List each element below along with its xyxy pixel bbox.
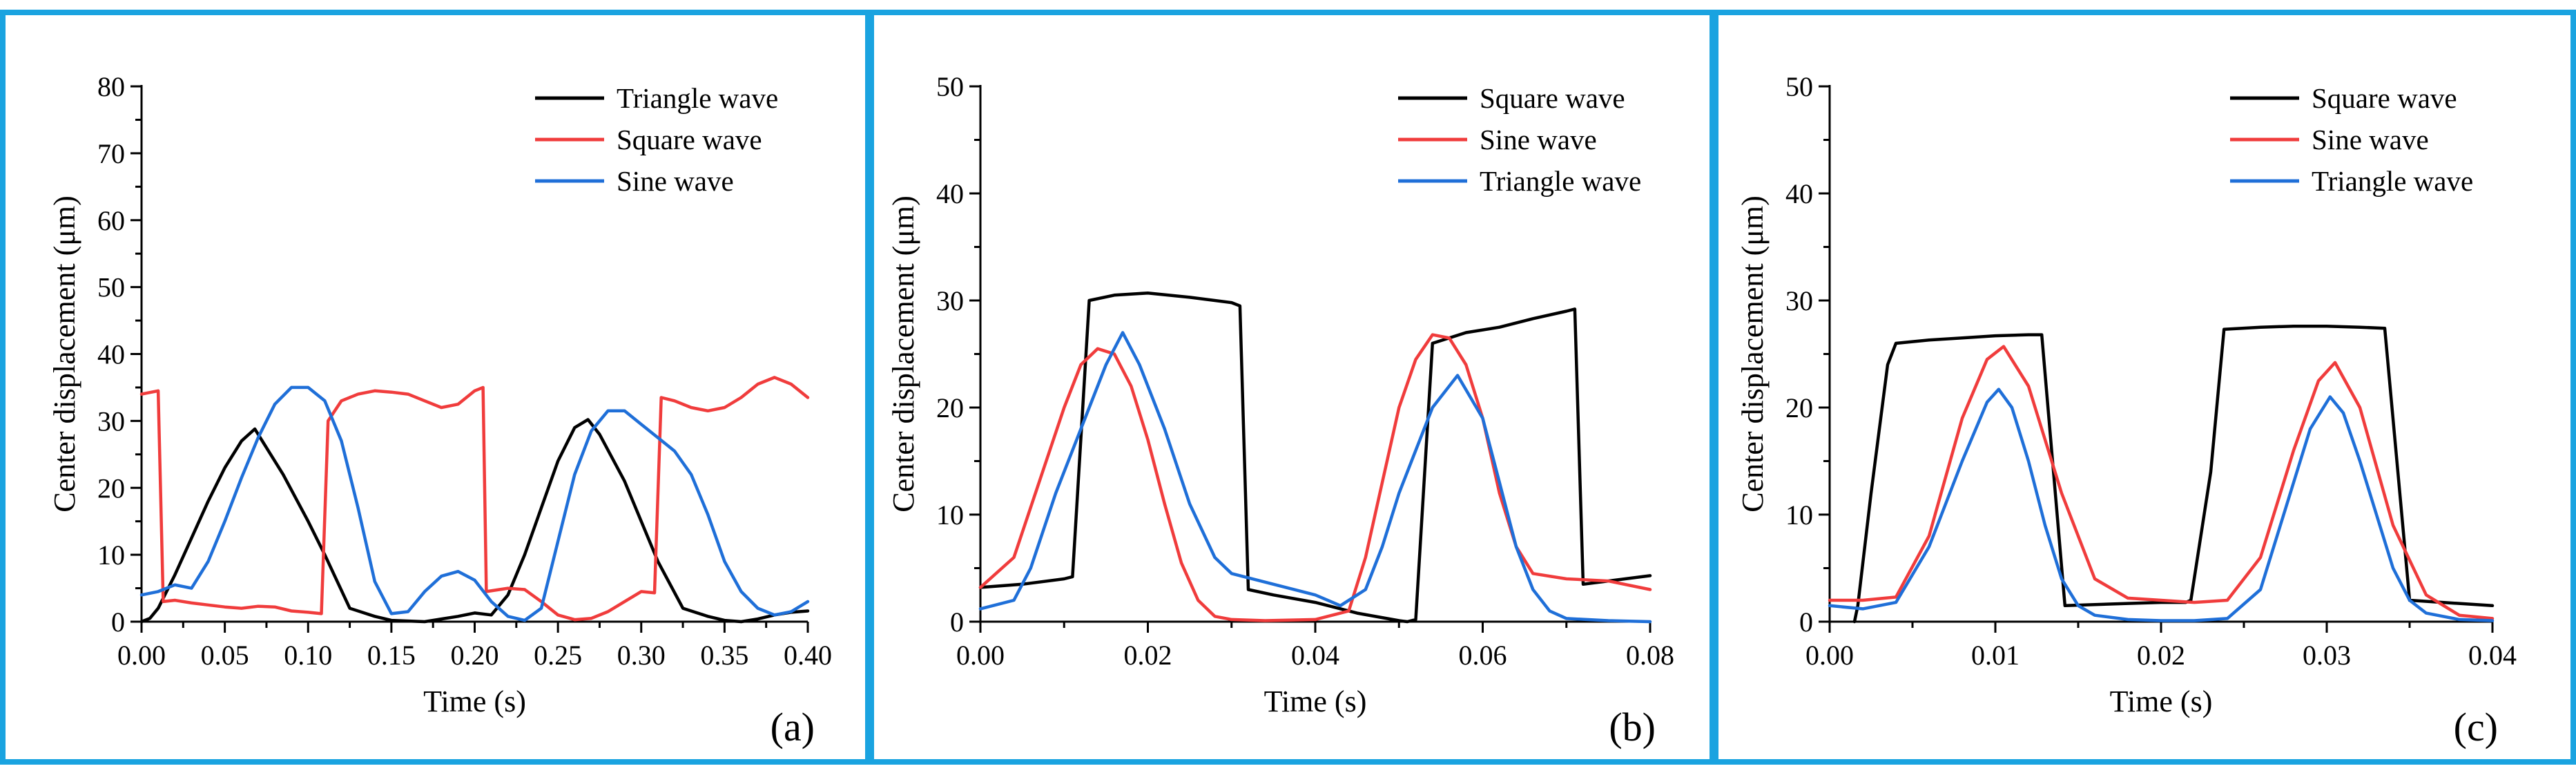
panel-label: (a) bbox=[771, 705, 815, 749]
y-axis-title: Center displacement (μm) bbox=[1736, 195, 1770, 513]
panel-label: (c) bbox=[2454, 705, 2498, 749]
series-line-triangle-wave bbox=[139, 418, 810, 624]
chart-panel-b: 0.00 0.02 0.04 0.06 0.08 0 10 20 30 40 50 Time (s) C… bbox=[869, 10, 1715, 765]
x-axis-title: Time (s) bbox=[1264, 685, 1367, 718]
legend-label: Square wave bbox=[617, 124, 762, 155]
y-tick-label: 20 bbox=[97, 472, 125, 504]
series-line-triangle-wave bbox=[978, 331, 1652, 624]
y-tick-label: 80 bbox=[97, 71, 125, 102]
legend-label: Triangle wave bbox=[617, 82, 778, 114]
series-line-sine-wave bbox=[1828, 345, 2495, 620]
series-line-square-wave bbox=[978, 291, 1652, 624]
series-line-square-wave bbox=[1852, 324, 2495, 624]
x-tick-label: 0.00 bbox=[1805, 640, 1854, 671]
y-tick-label: 50 bbox=[936, 71, 964, 102]
x-tick-label: 0.04 bbox=[1291, 640, 1339, 671]
y-tick-label: 30 bbox=[1785, 285, 1813, 316]
x-tick-label: 0.25 bbox=[534, 640, 582, 671]
y-tick-label: 20 bbox=[936, 392, 964, 423]
x-tick-label: 0.02 bbox=[1124, 640, 1172, 671]
y-tick-label: 0 bbox=[111, 606, 125, 638]
panel-border bbox=[0, 10, 871, 765]
x-tick-label: 0.05 bbox=[201, 640, 249, 671]
y-tick-label: 0 bbox=[1799, 606, 1813, 638]
y-axis-title: Center displacement (μm) bbox=[887, 195, 920, 513]
x-tick-label: 0.01 bbox=[1971, 640, 2020, 671]
y-axis-title: Center displacement (μm) bbox=[48, 195, 81, 513]
legend-label: Sine wave bbox=[617, 165, 734, 197]
y-tick-label: 10 bbox=[97, 539, 125, 571]
x-tick-label: 0.15 bbox=[367, 640, 416, 671]
chart-panels: 0.00 0.05 0.10 0.15 0.20 0.25 0.30 0.35 0.40 0 10 2… bbox=[0, 10, 2576, 765]
x-tick-label: 0.03 bbox=[2303, 640, 2351, 671]
legend-label: Square wave bbox=[2312, 82, 2457, 114]
panel-label: (b) bbox=[1609, 705, 1656, 749]
x-tick-label: 0.40 bbox=[784, 640, 832, 671]
y-tick-label: 40 bbox=[936, 178, 964, 209]
series-line-sine-wave bbox=[978, 333, 1652, 622]
x-tick-label: 0.00 bbox=[117, 640, 166, 671]
legend-label: Square wave bbox=[1480, 82, 1625, 114]
y-tick-label: 40 bbox=[1785, 178, 1813, 209]
y-tick-label: 0 bbox=[950, 606, 964, 638]
y-tick-label: 30 bbox=[936, 285, 964, 316]
x-axis-title: Time (s) bbox=[2110, 685, 2213, 718]
legend-label: Triangle wave bbox=[1480, 165, 1641, 197]
x-tick-label: 0.30 bbox=[617, 640, 666, 671]
series-line-square-wave bbox=[139, 376, 810, 622]
x-tick-label: 0.06 bbox=[1459, 640, 1507, 671]
x-tick-label: 0.00 bbox=[956, 640, 1005, 671]
panel-border bbox=[869, 10, 1715, 765]
x-tick-label: 0.35 bbox=[700, 640, 748, 671]
y-tick-label: 20 bbox=[1785, 392, 1813, 423]
y-tick-label: 50 bbox=[97, 272, 125, 303]
panel-border bbox=[1713, 10, 2576, 765]
x-tick-label: 0.08 bbox=[1626, 640, 1674, 671]
y-tick-label: 70 bbox=[97, 138, 125, 169]
y-tick-label: 30 bbox=[97, 405, 125, 437]
legend-label: Triangle wave bbox=[2312, 165, 2473, 197]
y-tick-label: 50 bbox=[1785, 71, 1813, 102]
y-tick-label: 60 bbox=[97, 205, 125, 236]
chart-panel-c: 0.00 0.01 0.02 0.03 0.04 0 10 20 30 40 50 Time (s) C… bbox=[1713, 10, 2576, 765]
y-tick-label: 40 bbox=[97, 339, 125, 370]
x-tick-label: 0.04 bbox=[2468, 640, 2517, 671]
legend-label: Sine wave bbox=[2312, 124, 2429, 155]
chart-panel-a: 0.00 0.05 0.10 0.15 0.20 0.25 0.30 0.35 0.40 0 10 2… bbox=[0, 10, 871, 765]
x-axis-title: Time (s) bbox=[423, 685, 526, 718]
x-tick-label: 0.10 bbox=[284, 640, 332, 671]
y-tick-label: 10 bbox=[1785, 499, 1813, 530]
series-line-triangle-wave bbox=[1828, 388, 2495, 622]
y-tick-label: 10 bbox=[936, 499, 964, 530]
x-tick-label: 0.02 bbox=[2137, 640, 2185, 671]
legend-label: Sine wave bbox=[1480, 124, 1597, 155]
series-line-sine-wave bbox=[139, 385, 810, 622]
x-tick-label: 0.20 bbox=[451, 640, 499, 671]
